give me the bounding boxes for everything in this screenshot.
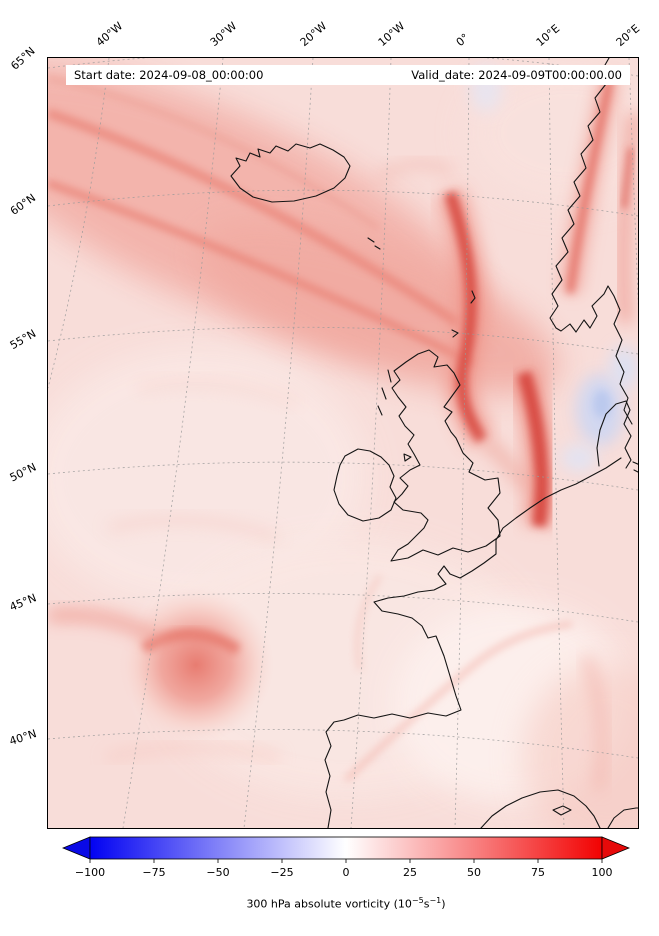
lat-tick-label: 55°N [7,326,39,353]
colorbar-right-arrow [601,836,631,860]
colorbar-tick-label: 0 [342,866,350,879]
colorbar-gradient-bar [89,836,603,860]
colorbar-tick-label: 75 [531,866,545,879]
map-plot-area: Start date: 2024-09-08_00:00:00 Valid_da… [47,57,639,829]
lon-tick-label: 10°E [533,22,563,49]
colorbar-caption: 300 hPa absolute vorticity (10−5s−1) [62,896,630,911]
colorbar-tick-label: −25 [270,866,294,879]
lon-tick-label: 20°W [297,19,330,49]
colorbar-tick-labels: −100 −75 −50 −25 0 25 50 75 100 [62,866,630,880]
valid-date-label: Valid_date: 2024-09-09T00:00:00.00 [411,68,622,82]
date-stamp-bar: Start date: 2024-09-08_00:00:00 Valid_da… [66,65,630,85]
caption-exponent: −5 [411,896,424,905]
coastlines [230,58,638,828]
graticule [48,58,638,828]
lat-tick-label: 40°N [7,727,39,748]
colorbar-tick-label: −75 [142,866,166,879]
colorbar-tick-label: 25 [403,866,417,879]
lon-tick-label: 30°W [207,19,240,49]
vorticity-map-svg [48,58,638,828]
vorticity-field [48,58,638,828]
colorbar-tick-marks [89,859,603,863]
lon-tick-label: 0° [453,31,472,49]
colorbar-tick-label: 100 [591,866,613,879]
colorbar-tick-label: −100 [74,866,106,879]
caption-suffix: ) [441,897,446,911]
lon-tick-label: 10°W [375,19,408,49]
lon-tick-label: 20°E [613,22,643,49]
colorbar-left-arrow [61,836,91,860]
lat-tick-label: 50°N [7,460,39,485]
lat-tick-label: 65°N [8,44,38,73]
lat-tick-label: 45°N [7,591,39,614]
colorbar-tick-label: 50 [467,866,481,879]
colorbar-svg [61,836,631,863]
caption-unit: s [423,897,430,911]
lat-tick-label: 60°N [7,191,39,218]
lon-tick-label: 40°W [93,19,126,49]
caption-prefix: 300 hPa absolute vorticity (10 [246,897,412,911]
caption-unit-exponent: −1 [429,896,442,905]
start-date-label: Start date: 2024-09-08_00:00:00 [74,68,264,82]
colorbar-tick-label: −50 [206,866,230,879]
colorbar [61,836,631,866]
